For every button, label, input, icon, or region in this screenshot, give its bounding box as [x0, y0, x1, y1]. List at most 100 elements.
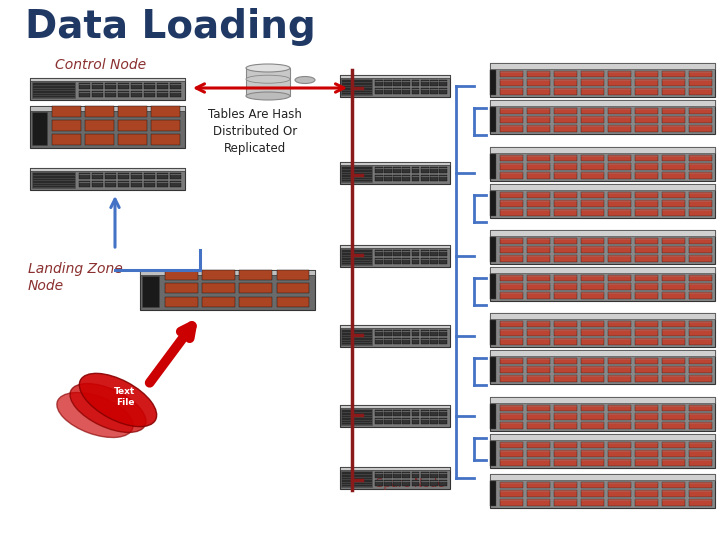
FancyBboxPatch shape [341, 409, 372, 425]
FancyBboxPatch shape [393, 418, 401, 424]
FancyBboxPatch shape [608, 366, 631, 373]
FancyBboxPatch shape [581, 413, 604, 420]
Text: Landing Zone
Node: Landing Zone Node [28, 262, 122, 293]
FancyBboxPatch shape [608, 116, 631, 123]
FancyBboxPatch shape [635, 366, 658, 373]
FancyBboxPatch shape [118, 120, 147, 131]
FancyBboxPatch shape [239, 296, 272, 307]
FancyBboxPatch shape [384, 258, 392, 265]
FancyBboxPatch shape [554, 71, 577, 77]
FancyBboxPatch shape [490, 100, 715, 134]
FancyBboxPatch shape [340, 245, 450, 267]
FancyBboxPatch shape [554, 172, 577, 179]
FancyBboxPatch shape [384, 472, 392, 478]
FancyBboxPatch shape [662, 284, 685, 290]
FancyBboxPatch shape [402, 480, 410, 487]
FancyBboxPatch shape [662, 482, 685, 489]
FancyBboxPatch shape [608, 164, 631, 170]
FancyBboxPatch shape [52, 106, 81, 117]
FancyBboxPatch shape [662, 413, 685, 420]
FancyBboxPatch shape [635, 255, 658, 262]
FancyBboxPatch shape [635, 459, 658, 465]
FancyBboxPatch shape [608, 246, 631, 253]
FancyBboxPatch shape [608, 482, 631, 489]
FancyBboxPatch shape [79, 173, 90, 179]
FancyBboxPatch shape [144, 91, 155, 97]
FancyBboxPatch shape [554, 292, 577, 299]
FancyBboxPatch shape [635, 405, 658, 411]
FancyBboxPatch shape [527, 125, 550, 132]
FancyBboxPatch shape [689, 405, 712, 411]
FancyBboxPatch shape [608, 155, 631, 161]
FancyBboxPatch shape [527, 450, 550, 457]
FancyBboxPatch shape [608, 357, 631, 364]
FancyBboxPatch shape [581, 246, 604, 253]
FancyBboxPatch shape [165, 284, 198, 293]
FancyBboxPatch shape [554, 375, 577, 382]
FancyBboxPatch shape [384, 410, 392, 416]
FancyBboxPatch shape [554, 125, 577, 132]
FancyBboxPatch shape [340, 245, 450, 248]
FancyBboxPatch shape [581, 366, 604, 373]
FancyBboxPatch shape [689, 164, 712, 170]
FancyBboxPatch shape [662, 71, 685, 77]
FancyBboxPatch shape [554, 459, 577, 465]
FancyBboxPatch shape [79, 91, 90, 97]
FancyBboxPatch shape [430, 88, 438, 94]
FancyBboxPatch shape [490, 154, 496, 179]
FancyBboxPatch shape [689, 321, 712, 327]
FancyBboxPatch shape [490, 230, 715, 236]
FancyBboxPatch shape [500, 329, 523, 336]
FancyBboxPatch shape [490, 71, 496, 95]
FancyBboxPatch shape [341, 249, 372, 265]
FancyBboxPatch shape [500, 490, 523, 497]
FancyBboxPatch shape [527, 422, 550, 429]
FancyBboxPatch shape [421, 250, 428, 256]
FancyBboxPatch shape [276, 296, 310, 307]
FancyBboxPatch shape [118, 91, 129, 97]
FancyBboxPatch shape [527, 357, 550, 364]
FancyBboxPatch shape [662, 338, 685, 345]
FancyBboxPatch shape [554, 366, 577, 373]
FancyBboxPatch shape [105, 91, 116, 97]
FancyBboxPatch shape [421, 480, 428, 487]
FancyBboxPatch shape [421, 418, 428, 424]
FancyBboxPatch shape [689, 375, 712, 382]
FancyBboxPatch shape [608, 172, 631, 179]
FancyBboxPatch shape [402, 250, 410, 256]
FancyBboxPatch shape [439, 410, 447, 416]
FancyBboxPatch shape [30, 106, 185, 111]
FancyBboxPatch shape [412, 472, 420, 478]
FancyBboxPatch shape [430, 472, 438, 478]
FancyBboxPatch shape [554, 209, 577, 215]
FancyBboxPatch shape [635, 164, 658, 170]
FancyBboxPatch shape [500, 366, 523, 373]
FancyBboxPatch shape [202, 296, 235, 307]
FancyBboxPatch shape [581, 329, 604, 336]
FancyBboxPatch shape [157, 181, 168, 187]
FancyBboxPatch shape [554, 338, 577, 345]
FancyBboxPatch shape [527, 116, 550, 123]
FancyBboxPatch shape [689, 108, 712, 114]
FancyBboxPatch shape [554, 499, 577, 505]
FancyBboxPatch shape [608, 79, 631, 86]
FancyBboxPatch shape [402, 472, 410, 478]
FancyBboxPatch shape [608, 192, 631, 199]
FancyBboxPatch shape [635, 338, 658, 345]
FancyBboxPatch shape [662, 155, 685, 161]
FancyBboxPatch shape [490, 482, 496, 506]
FancyBboxPatch shape [490, 100, 715, 106]
FancyBboxPatch shape [581, 88, 604, 94]
FancyBboxPatch shape [581, 79, 604, 86]
Ellipse shape [79, 373, 157, 427]
FancyBboxPatch shape [151, 120, 180, 131]
FancyBboxPatch shape [527, 459, 550, 465]
FancyBboxPatch shape [527, 366, 550, 373]
FancyBboxPatch shape [430, 480, 438, 487]
FancyBboxPatch shape [430, 330, 438, 336]
FancyBboxPatch shape [635, 482, 658, 489]
FancyBboxPatch shape [402, 167, 410, 173]
FancyBboxPatch shape [554, 192, 577, 199]
FancyBboxPatch shape [581, 209, 604, 215]
FancyBboxPatch shape [635, 442, 658, 448]
